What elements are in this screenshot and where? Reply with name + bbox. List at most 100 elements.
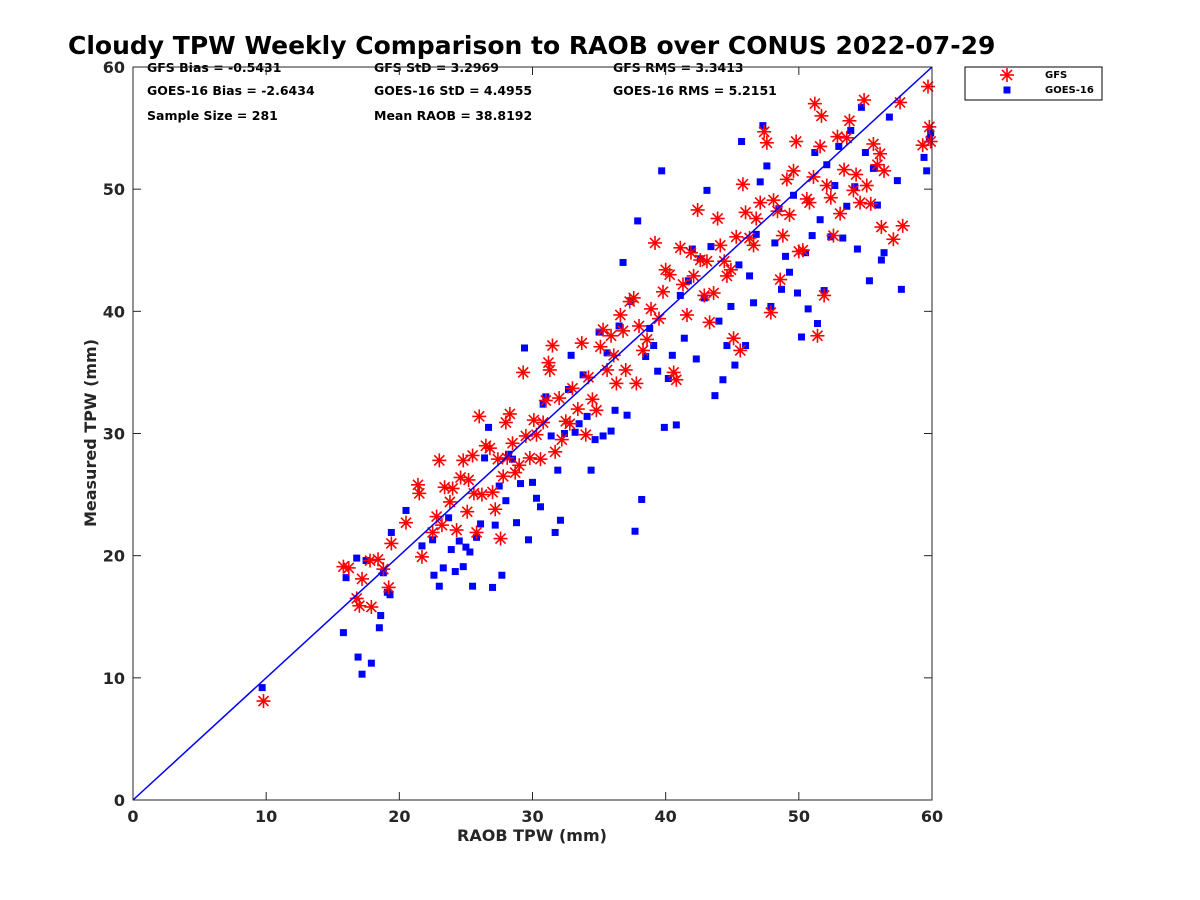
goes16-point xyxy=(591,436,599,444)
goes16-point xyxy=(668,351,676,359)
gfs-point xyxy=(706,286,721,301)
goes16-point xyxy=(439,564,447,572)
goes16-point xyxy=(595,328,603,336)
x-tick-label: 10 xyxy=(255,807,277,826)
gfs-point xyxy=(675,277,690,292)
goes16-point xyxy=(634,217,642,225)
goes16-point xyxy=(571,428,579,436)
y-tick-label: 0 xyxy=(114,791,125,810)
goes16-point xyxy=(517,480,525,488)
gfs-point xyxy=(542,362,557,377)
gfs-point xyxy=(846,183,861,198)
goes16-point xyxy=(684,277,692,285)
goes16-point xyxy=(920,153,928,161)
goes16-point xyxy=(529,478,536,486)
goes16-point xyxy=(893,177,901,185)
goes16-point xyxy=(861,149,869,157)
legend-gfs-asterisk xyxy=(1000,68,1014,82)
goes16-point xyxy=(579,371,587,379)
y-tick-label: 10 xyxy=(103,669,125,688)
goes16-point xyxy=(703,186,711,194)
goes16-point xyxy=(509,455,517,463)
goes16-point xyxy=(455,537,463,545)
gfs-point xyxy=(442,494,457,509)
goes16-point xyxy=(536,503,544,511)
gfs-point xyxy=(819,178,834,193)
gfs-point xyxy=(485,485,500,500)
goes16-point xyxy=(865,277,873,285)
gfs-point xyxy=(686,268,701,283)
gfs-point xyxy=(554,432,569,447)
gfs-point xyxy=(565,381,580,396)
goes16-point xyxy=(831,182,839,190)
goes16-point xyxy=(658,167,666,175)
y-tick-label: 40 xyxy=(103,302,125,321)
goes16-point xyxy=(532,494,540,502)
legend-goes16-label: GOES-16 xyxy=(1045,85,1094,96)
gfs-point xyxy=(445,481,460,496)
gfs-point xyxy=(673,240,688,255)
gfs-point xyxy=(644,301,659,316)
goes16-point xyxy=(823,161,831,169)
y-tick-label: 30 xyxy=(103,425,125,444)
goes16-point xyxy=(808,232,816,240)
stat-goes-bias: GOES-16 Bias = -2.6434 xyxy=(147,83,315,98)
gfs-point xyxy=(482,441,497,456)
gfs-point xyxy=(629,376,644,391)
gfs-point xyxy=(817,288,832,303)
goes16-point xyxy=(560,430,568,437)
goes16-point xyxy=(462,543,470,551)
gfs-point xyxy=(749,211,764,226)
gfs-point xyxy=(710,211,725,226)
goes16-point xyxy=(778,285,786,293)
goes16-point xyxy=(469,582,477,590)
goes16-point xyxy=(851,183,859,191)
gfs-point xyxy=(893,95,908,110)
x-axis-label: RAOB TPW (mm) xyxy=(457,826,607,845)
gfs-point xyxy=(538,393,553,408)
gfs-point xyxy=(341,560,356,575)
legend-goes16-marker xyxy=(1003,86,1011,94)
x-tick-label: 50 xyxy=(788,807,810,826)
gfs-point xyxy=(384,536,399,551)
legend-goes16-square xyxy=(1003,86,1011,94)
gfs-point xyxy=(923,134,938,149)
goes16-point xyxy=(623,411,631,419)
x-tick-label: 30 xyxy=(521,807,543,826)
goes16-point xyxy=(843,202,851,210)
series-gfs xyxy=(256,79,938,709)
goes16-point xyxy=(660,423,668,431)
gfs-point xyxy=(723,262,738,277)
goes16-point xyxy=(459,563,467,571)
goes16-point xyxy=(495,482,503,490)
goes16-point xyxy=(619,258,627,266)
gfs-point xyxy=(779,172,794,187)
gfs-point xyxy=(814,108,829,123)
gfs-point xyxy=(616,323,631,338)
goes16-point xyxy=(797,333,805,341)
goes16-point xyxy=(466,548,474,556)
goes16-point xyxy=(877,256,885,264)
gfs-point xyxy=(839,130,854,145)
gfs-point xyxy=(512,458,527,473)
goes16-point xyxy=(759,122,767,130)
goes16-point xyxy=(430,571,438,579)
goes16-point xyxy=(711,392,719,400)
gfs-point xyxy=(364,599,379,614)
stat-goes-rms: GOES-16 RMS = 5.2151 xyxy=(613,83,777,98)
gfs-point xyxy=(842,113,857,128)
goes16-point xyxy=(505,450,513,458)
goes16-point xyxy=(731,361,739,369)
gfs-point xyxy=(863,196,878,211)
goes16-point xyxy=(715,317,723,325)
gfs-point xyxy=(766,193,781,208)
goes16-point xyxy=(447,546,455,554)
goes16-point xyxy=(342,574,350,582)
gfs-point xyxy=(921,79,936,94)
gfs-point xyxy=(857,92,872,107)
gfs-point xyxy=(412,486,427,501)
gfs-point xyxy=(609,376,624,391)
gfs-point xyxy=(679,307,694,322)
goes16-point xyxy=(554,466,562,474)
gfs-point xyxy=(859,178,874,193)
